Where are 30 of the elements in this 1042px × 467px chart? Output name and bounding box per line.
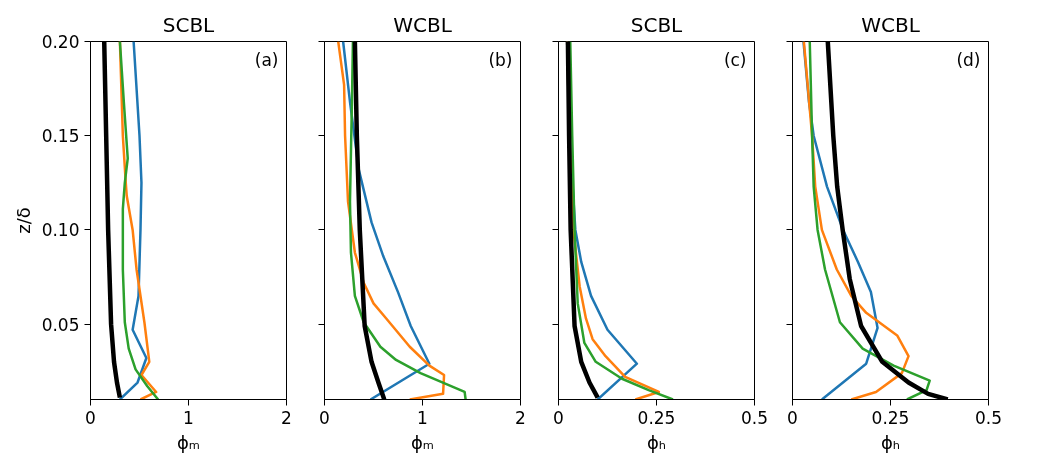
x-axis-title: ϕₘ [176, 431, 201, 453]
x-tick-label: 0.5 [974, 407, 1003, 428]
y-tick-label: 0.05 [41, 314, 80, 335]
x-tick-label: 0.25 [637, 407, 676, 428]
x-tick-label: 0 [787, 407, 798, 428]
x-tick-label: 0 [319, 407, 330, 428]
chart-title: SCBL [630, 12, 684, 37]
x-axis-title: ϕₕ [880, 431, 901, 453]
x-tick-label: 1 [417, 407, 428, 428]
chart-title: WCBL [861, 12, 921, 37]
y-tick-label: 0.20 [41, 32, 80, 52]
x-tick-label: 0.5 [740, 407, 769, 428]
x-axis-title: ϕₕ [646, 431, 667, 453]
x-tick-label: 0 [553, 407, 564, 428]
x-tick-label: 1 [183, 407, 194, 428]
line-series [118, 41, 148, 400]
y-axis-title: z/δ [12, 207, 34, 234]
annotation: (a) [254, 49, 279, 70]
annotation: (d) [956, 49, 981, 70]
chart-title: SCBL [162, 12, 216, 37]
x-tick-label: 0.25 [871, 407, 910, 428]
x-tick-label: 0 [85, 407, 96, 428]
x-tick-label: 2 [281, 407, 292, 428]
annotation: (c) [723, 49, 747, 70]
y-tick-label: 0.15 [41, 126, 80, 147]
annotation: (b) [488, 49, 513, 70]
x-axis-title: ϕₘ [410, 431, 435, 453]
x-tick-label: 2 [515, 407, 526, 428]
chart-title: WCBL [393, 12, 453, 37]
y-tick-label: 0.10 [41, 220, 80, 241]
